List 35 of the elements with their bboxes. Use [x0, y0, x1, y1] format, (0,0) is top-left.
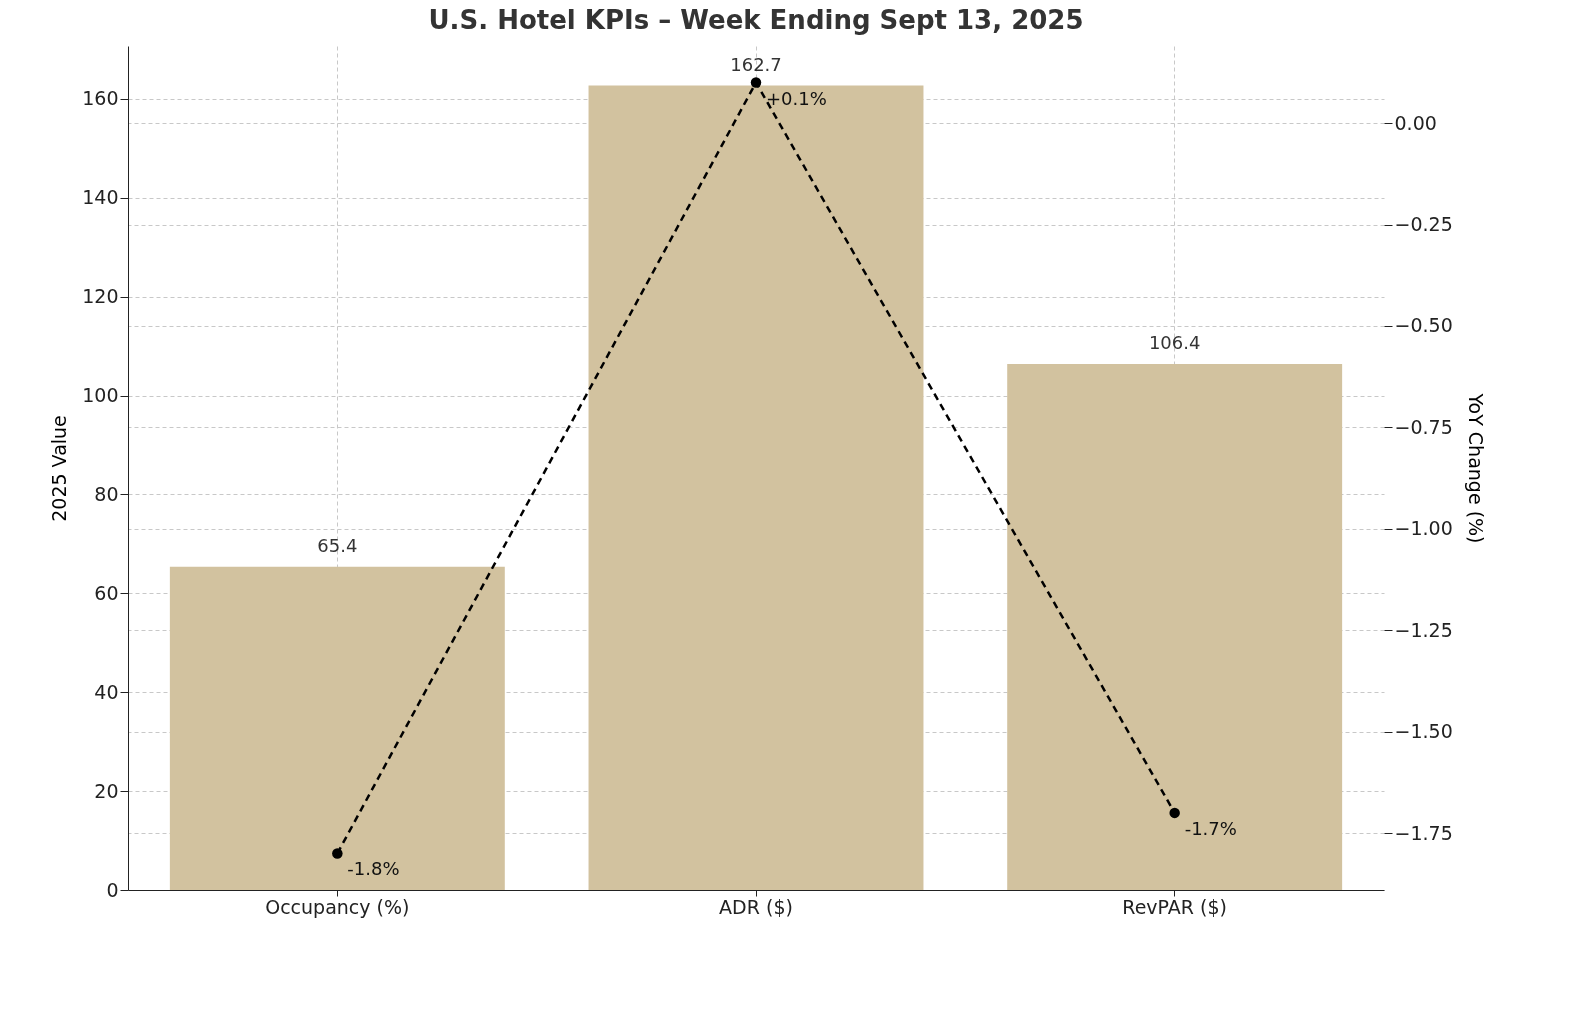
y-tick-label: 140: [82, 186, 119, 209]
y2-tick-label: −1.00: [1394, 517, 1453, 540]
y2-tick-label: −0.75: [1394, 415, 1453, 438]
point: [750, 77, 762, 88]
x-tick-label: Occupancy (%): [265, 895, 410, 918]
y-tick-label: 100: [82, 384, 119, 407]
y2-tick-label: −1.25: [1394, 618, 1453, 641]
y2-tick-label: 0.00: [1394, 111, 1437, 134]
bar: [169, 566, 505, 890]
y2-tick-label: −0.25: [1394, 213, 1453, 236]
y-axis-title: 2025 Value: [48, 415, 71, 522]
y2-tick-label: −0.50: [1394, 314, 1453, 337]
chart-title: U.S. Hotel KPIs – Week Ending Sept 13, 2025: [428, 5, 1084, 35]
y2-tick-label: −1.50: [1394, 720, 1453, 743]
y2-tick-label: −1.75: [1394, 821, 1453, 844]
data-label: -1.7%: [1184, 817, 1237, 839]
y-tick-label: 120: [82, 285, 119, 308]
bar: [588, 85, 924, 890]
point: [1169, 807, 1180, 819]
y2-axis-title: YoY Change (%): [1464, 392, 1487, 544]
data-label: 106.4: [1148, 331, 1201, 353]
point: [332, 848, 343, 859]
bar: [1007, 363, 1343, 890]
y-tick-label: 160: [82, 87, 119, 110]
x-tick-label: ADR ($): [719, 895, 793, 918]
y-tick-label: 40: [94, 680, 119, 703]
data-label: 162.7: [730, 53, 782, 75]
data-label: -1.8%: [347, 858, 400, 880]
data-label: +0.1%: [766, 87, 827, 109]
y-tick-label: 20: [94, 779, 119, 802]
y-tick-label: 60: [94, 581, 119, 604]
x-tick-label: RevPAR ($): [1122, 895, 1228, 918]
y-tick-label: 0: [106, 878, 119, 901]
y-tick-label: 80: [94, 482, 119, 505]
data-label: 65.4: [317, 534, 358, 556]
